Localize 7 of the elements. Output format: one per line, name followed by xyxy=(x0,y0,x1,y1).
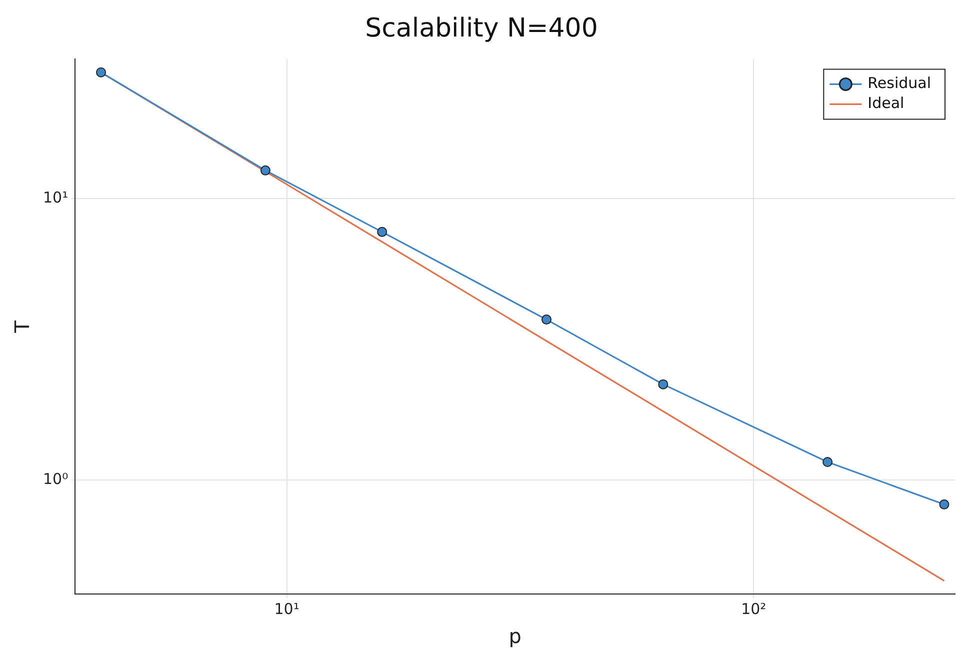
y-axis-title: T xyxy=(10,320,34,334)
legend-label: Residual xyxy=(868,74,932,92)
x-axis-title: p xyxy=(508,624,522,648)
x-tick-label: 10² xyxy=(741,600,766,618)
legend-label: Ideal xyxy=(868,94,904,112)
chart-title: Scalability N=400 xyxy=(365,13,598,44)
y-tick-label: 10⁰ xyxy=(42,470,68,488)
